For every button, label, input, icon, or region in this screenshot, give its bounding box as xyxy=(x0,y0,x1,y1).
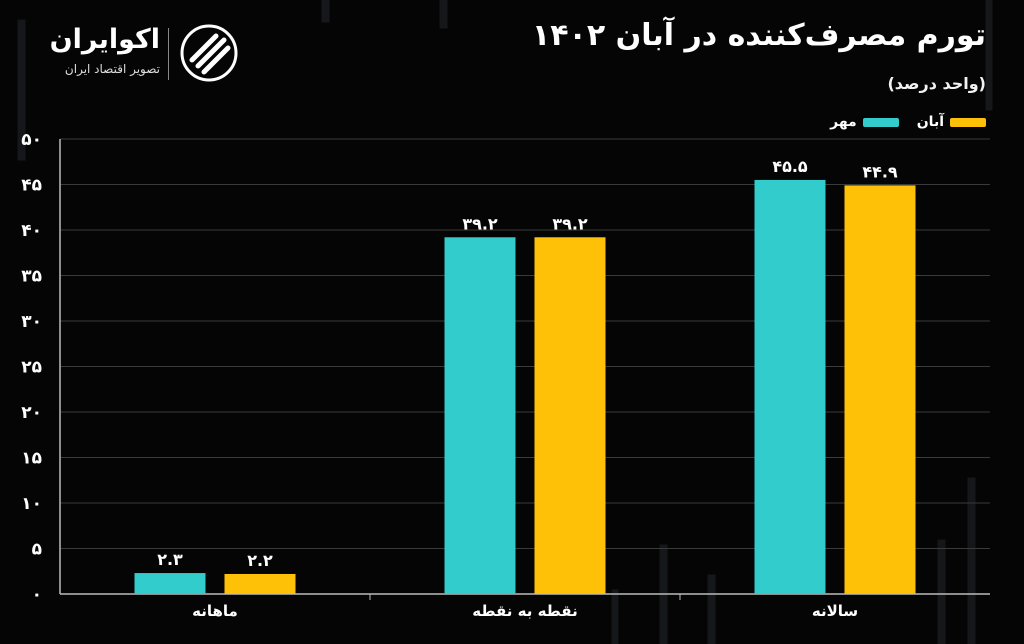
x-category-label: نقطه به نقطه xyxy=(472,602,577,620)
bar-aban xyxy=(224,573,296,594)
bar-aban xyxy=(844,185,916,594)
brand-tagline: تصویر اقتصاد ایران xyxy=(64,62,160,76)
brand-logo: اکوایران تصویر اقتصاد ایران xyxy=(38,22,248,84)
bar-data-label: ۳۹.۲ xyxy=(552,214,588,233)
chart-subtitle: (واحد درصد) xyxy=(887,74,986,93)
bar-data-label: ۲.۲ xyxy=(247,551,273,570)
ecoiran-logo-icon xyxy=(180,24,238,82)
y-tick-label: ۰ xyxy=(32,585,42,605)
y-tick-label: ۲۰ xyxy=(21,403,42,423)
y-tick-label: ۴۵ xyxy=(21,176,42,196)
chart-title: تورم مصرف‌کننده در آبان ۱۴۰۲ xyxy=(531,18,986,53)
legend-swatch-mehr xyxy=(862,117,899,127)
bar-data-label: ۴۴.۹ xyxy=(862,162,898,181)
x-category-label: سالانه xyxy=(812,602,858,620)
y-tick-label: ۵۰ xyxy=(21,130,42,150)
legend-item-mehr: مهر xyxy=(830,114,899,130)
y-tick-label: ۳۰ xyxy=(21,312,42,332)
bar-mehr xyxy=(444,237,516,594)
bar-mehr xyxy=(754,179,826,594)
y-tick-label: ۳۵ xyxy=(21,267,42,287)
logo-divider xyxy=(168,28,169,80)
y-tick-label: ۲۵ xyxy=(21,358,42,378)
bar-data-label: ۳۹.۲ xyxy=(462,214,498,233)
legend-label-aban: آبان xyxy=(916,114,944,130)
bar-data-label: ۲.۳ xyxy=(157,550,183,569)
chart-legend: آبان مهر xyxy=(830,114,986,130)
legend-item-aban: آبان xyxy=(917,114,986,130)
bar-data-label: ۴۵.۵ xyxy=(772,157,808,176)
y-tick-label: ۱۰ xyxy=(21,494,42,514)
y-tick-label: ۴۰ xyxy=(21,221,42,241)
y-tick-label: ۵ xyxy=(32,540,42,560)
bar-aban xyxy=(534,237,606,594)
bar-mehr xyxy=(134,573,206,594)
legend-swatch-aban xyxy=(950,117,986,127)
legend-label-mehr: مهر xyxy=(830,114,857,130)
brand-name: اکوایران xyxy=(49,24,160,55)
y-tick-label: ۱۵ xyxy=(21,449,42,469)
x-category-label: ماهانه xyxy=(192,602,238,620)
